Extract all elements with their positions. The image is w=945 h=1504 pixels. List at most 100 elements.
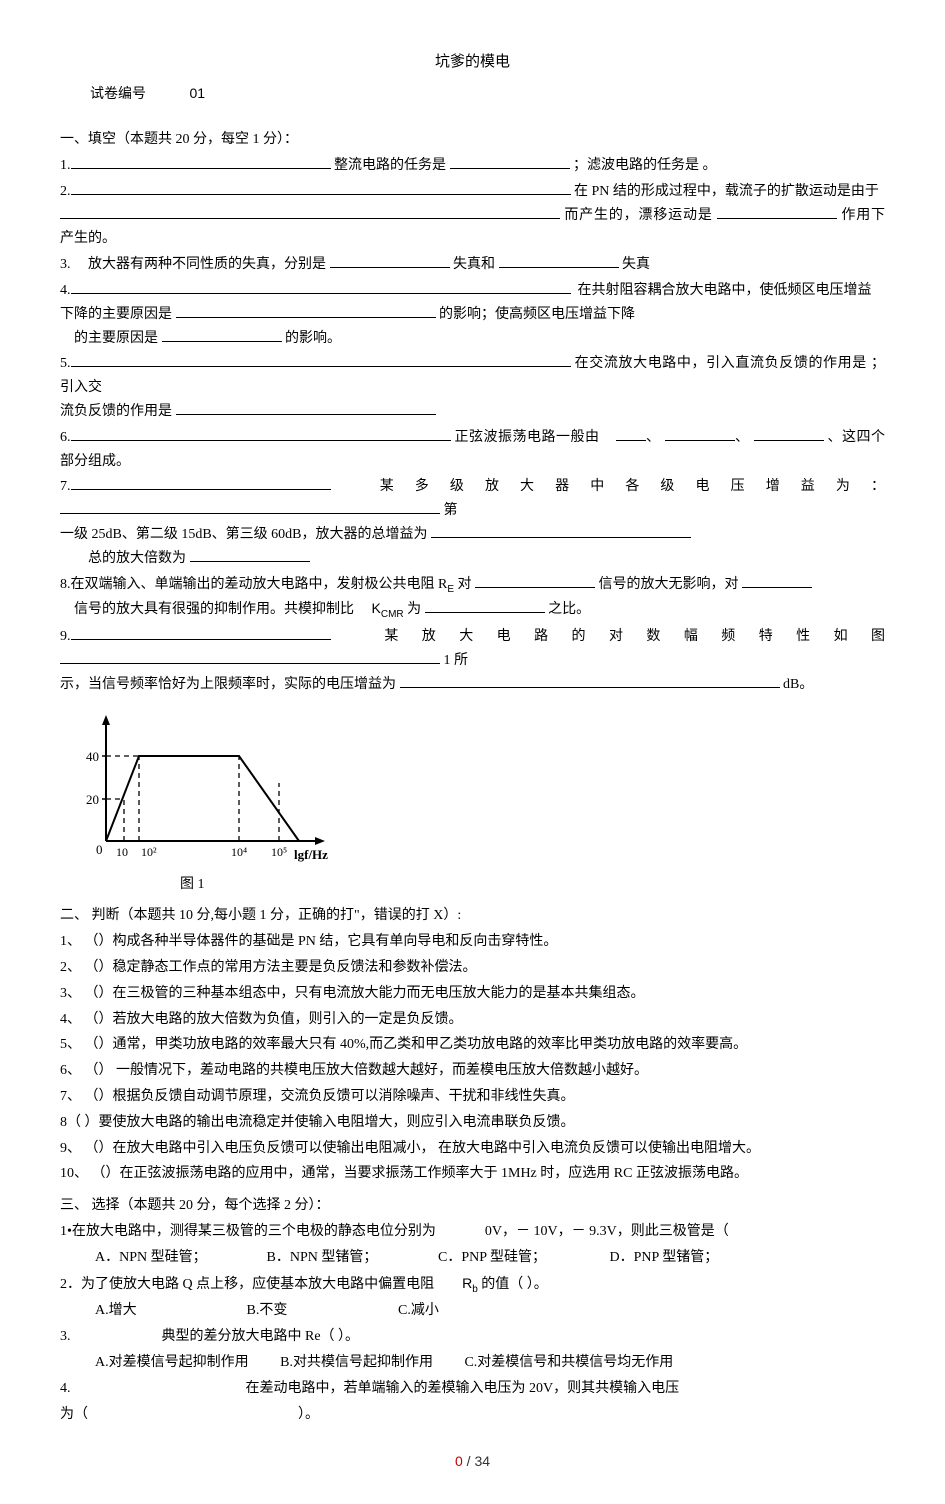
- section-2: 二、 判断（本题共 10 分,每小题 1 分，正确的打"，错误的打 X）: 1、…: [60, 904, 885, 1186]
- q2-num: 2.: [60, 184, 71, 199]
- page-title: 坑爹的模电: [60, 50, 885, 76]
- q6-c2: 、: [735, 430, 750, 445]
- q4-text-1: 在共射阻容耦合放大电路中，使低频区电压增益: [578, 283, 872, 298]
- blank: [71, 475, 331, 490]
- s3-q1-opt-b: B．NPN 型锗管；: [267, 1246, 407, 1270]
- s3-q4-text-2: 为（: [60, 1407, 88, 1422]
- q3-text-2: 失真和: [453, 257, 495, 272]
- svg-text:10²: 10²: [141, 845, 157, 859]
- s2-item-7: 7、 （）根据负反馈自动调节原理，交流负反馈可以消除噪声、干扰和非线性失真。: [60, 1085, 885, 1109]
- s3-q3-opt-b: B.对共模信号起抑制作用: [280, 1351, 433, 1375]
- s2-item-8: 8（ ）要使放大电路的输出电流稳定并使输入电阻增大，则应引入电流串联负反馈。: [60, 1111, 885, 1135]
- blank: [190, 547, 310, 562]
- s3-q1: 1•在放大电路中，测得某三极管的三个电极的静态电位分别为 0V，－ 10V，－ …: [60, 1220, 885, 1244]
- blank: [450, 154, 570, 169]
- svg-text:0: 0: [96, 842, 103, 857]
- rb-sub: b: [472, 1283, 478, 1294]
- section-1: 一、填空（本题共 20 分，每空 1 分）： 1. 整流电路的任务是 ；滤波电路…: [60, 128, 885, 696]
- blank: [754, 426, 824, 441]
- blank: [71, 352, 571, 367]
- blank: [475, 573, 595, 588]
- blank: [425, 598, 545, 613]
- s3-q1-options: A．NPN 型硅管； B．NPN 型锗管； C．PNP 型硅管； D．PNP 型…: [95, 1246, 885, 1270]
- s3-q3-opt-c: C.对差模信号和共模信号均无作用: [464, 1351, 673, 1375]
- q6-c1: 、: [646, 430, 661, 445]
- q1-text-2: ；滤波电路的任务是 。: [573, 158, 717, 173]
- q9-text-2: 1 所: [444, 653, 469, 668]
- q8-text-4: 为: [407, 602, 421, 617]
- blank: [431, 523, 691, 538]
- section-3-heading: 三、 选择（本题共 20 分，每个选择 2 分）：: [60, 1194, 885, 1218]
- q8-text-1: 8.在双端输入、单端输出的差动放大电路中，发射极公共电阻 R: [60, 577, 447, 592]
- q3-num: 3.: [60, 257, 71, 272]
- q7-text-1: 某多级放大器中各级电压增益为：: [380, 479, 885, 494]
- q4-num: 4.: [60, 283, 71, 298]
- kcmr-k: K: [372, 600, 381, 616]
- s3-q4-text-1: 在差动电路中，若单端输入的差模输入电压为 20V，则其共模输入电压: [246, 1381, 680, 1396]
- page-sep: /: [463, 1453, 475, 1469]
- q7-num: 7.: [60, 479, 71, 494]
- q2: 2. 在 PN 结的形成过程中，载流子的扩散运动是由于 而产生的，漂移运动是 作…: [60, 180, 885, 251]
- q4-text-3: 的影响；使高频区电压增益下降: [439, 307, 635, 322]
- s3-q2-opt-b: B.不变: [247, 1299, 367, 1323]
- page-total: 34: [474, 1453, 490, 1469]
- q5-text-2: 流负反馈的作用是: [60, 404, 172, 419]
- blank: [742, 573, 812, 588]
- svg-text:10⁴: 10⁴: [231, 845, 247, 859]
- blank: [400, 673, 780, 688]
- blank: [717, 204, 837, 219]
- section-1-heading: 一、填空（本题共 20 分，每空 1 分）：: [60, 128, 885, 152]
- q2-text-2: 而产生的，漂移运动是: [564, 208, 712, 223]
- q7: 7. 某多级放大器中各级电压增益为： 第 一级 25dB、第二级 15dB、第三…: [60, 475, 885, 570]
- s2-item-10: 10、 （）在正弦波振荡电路的应用中，通常，当要求振荡工作频率大于 1MHz 时…: [60, 1162, 885, 1186]
- q9-num: 9.: [60, 629, 71, 644]
- s2-item-9: 9、 （）在放大电路中引入电压负反馈可以使输出电阻减小， 在放大电路中引入电流负…: [60, 1137, 885, 1161]
- blank: [71, 279, 571, 294]
- kcmr-sub: CMR: [381, 609, 404, 620]
- q3-text-1: 放大器有两种不同性质的失真，分别是: [88, 257, 326, 272]
- s3-q4-line2: 为（ ）。: [60, 1403, 885, 1427]
- s2-item-1: 1、 （）构成各种半导体器件的基础是 PN 结，它具有单向导电和反向击穿特性。: [60, 930, 885, 954]
- blank: [162, 327, 282, 342]
- svg-text:10⁵: 10⁵: [271, 845, 287, 859]
- s3-q2-text-1: 2．为了使放大电路 Q 点上移，应使基本放大电路中偏置电阻: [60, 1277, 434, 1292]
- s3-q1-text-1: 1•在放大电路中，测得某三极管的三个电极的静态电位分别为: [60, 1224, 436, 1239]
- q4-text-5: 的影响。: [285, 331, 341, 346]
- s3-q2-opt-c: C.减小: [398, 1299, 439, 1323]
- q8-text-2: 信号的放大无影响，对: [599, 577, 739, 592]
- s3-q3-text: 典型的差分放大电路中 Re（ ）。: [162, 1329, 360, 1344]
- section-3: 三、 选择（本题共 20 分，每个选择 2 分）： 1•在放大电路中，测得某三极…: [60, 1194, 885, 1426]
- blank: [499, 253, 619, 268]
- blank: [330, 253, 450, 268]
- q1-text-1: 整流电路的任务是: [334, 158, 446, 173]
- s2-item-3: 3、 （）在三极管的三种基本组态中，只有电流放大能力而无电压放大能力的是基本共集…: [60, 982, 885, 1006]
- rb-r: R: [462, 1275, 472, 1291]
- svg-text:20: 20: [86, 792, 99, 807]
- exam-no-value: 01: [190, 82, 206, 106]
- q6-text-1: 正弦波振荡电路一般由: [455, 430, 600, 445]
- q9-text-3: 示，当信号频率恰好为上限频率时，实际的电压增益为: [60, 677, 396, 692]
- q8-text-3: 信号的放大具有很强的抑制作用。共模抑制比: [74, 602, 354, 617]
- q7-text-3: 一级 25dB、第二级 15dB、第三级 60dB，放大器的总增益为: [60, 527, 428, 542]
- q8-text-5: 之比。: [548, 602, 590, 617]
- svg-text:10: 10: [116, 845, 128, 859]
- s2-item-4: 4、 （）若放大电路的放大倍数为负值，则引入的一定是负反馈。: [60, 1008, 885, 1032]
- q7-text-4: 总的放大倍数为: [88, 551, 186, 566]
- svg-text:lgf/Hz: lgf/Hz: [294, 847, 328, 862]
- s2-item-5: 5、 （）通常，甲类功放电路的效率最大只有 40%,而乙类和甲乙类功放电路的效率…: [60, 1033, 885, 1057]
- q8-text-1b: 对: [458, 577, 472, 592]
- s3-q2-options: A.增大 B.不变 C.减小: [95, 1299, 885, 1323]
- s3-q1-text-2: 0V，－ 10V，－ 9.3V，则此三极管是（: [485, 1224, 729, 1239]
- re-sub: E: [447, 583, 454, 594]
- q3: 3. 放大器有两种不同性质的失真，分别是 失真和 失真: [60, 253, 885, 277]
- q5-num: 5.: [60, 356, 71, 371]
- s3-q2-text-2: 的值（ ）。: [481, 1277, 548, 1292]
- blank: [71, 180, 571, 195]
- q5: 5. 在交流放大电路中，引入直流负反馈的作用是 ；引入交 流负反馈的作用是: [60, 352, 885, 423]
- q6-num: 6.: [60, 430, 71, 445]
- q6: 6. 正弦波振荡电路一般由 、 、 、这四个部分组成。: [60, 426, 885, 474]
- blank: [176, 400, 436, 415]
- exam-number: 试卷编号 01: [90, 82, 885, 107]
- s2-item-6: 6、 （） 一般情况下，差动电路的共模电压放大倍数越大越好，而差模电压放大倍数越…: [60, 1059, 885, 1083]
- s2-item-2: 2、 （）稳定静态工作点的常用方法主要是负反馈法和参数补偿法。: [60, 956, 885, 980]
